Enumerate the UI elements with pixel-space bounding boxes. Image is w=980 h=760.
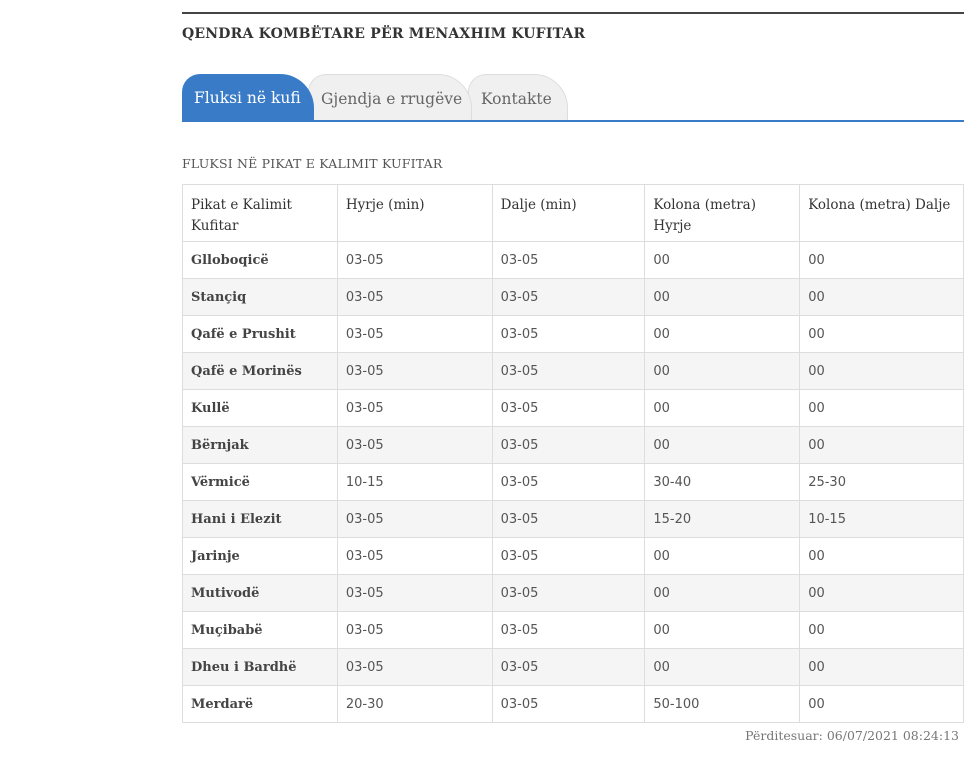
- crossing-point-name: Bërnjak: [182, 426, 338, 464]
- page-title: QENDRA KOMBËTARE PËR MENAXHIM KUFITAR: [182, 26, 586, 42]
- table-cell: 00: [799, 241, 964, 279]
- table-cell: 03-05: [336, 241, 493, 279]
- table-cell: 03-05: [491, 685, 646, 723]
- table-row: Mutivodë 03-05 03-05 00 00: [182, 574, 964, 612]
- table-cell: 30-40: [644, 463, 801, 501]
- column-header: Kolona (metra) Hyrje: [644, 184, 801, 242]
- tab-kontakte[interactable]: Kontakte: [468, 74, 568, 120]
- table-row: Jarinje 03-05 03-05 00 00: [182, 537, 964, 575]
- table-row: Qafë e Morinës 03-05 03-05 00 00: [182, 352, 964, 390]
- table-cell: 00: [799, 574, 964, 612]
- table-cell: 03-05: [491, 611, 646, 649]
- tab-bar: Fluksi në kufi Gjendja e rrugëve Kontakt…: [182, 74, 964, 122]
- crossing-point-name: Stançiq: [182, 278, 338, 316]
- table-cell: 00: [644, 426, 801, 464]
- table-cell: 03-05: [491, 500, 646, 538]
- table-cell: 00: [644, 611, 801, 649]
- section-title: FLUKSI NË PIKAT E KALIMIT KUFITAR: [182, 156, 443, 171]
- last-updated-text: Përditesuar: 06/07/2021 08:24:13: [745, 728, 959, 743]
- table-cell: 00: [799, 315, 964, 353]
- table-cell: 00: [799, 278, 964, 316]
- table-cell: 50-100: [644, 685, 801, 723]
- table-cell: 03-05: [491, 537, 646, 575]
- table-cell: 00: [644, 278, 801, 316]
- table-cell: 00: [799, 537, 964, 575]
- table-cell: 03-05: [336, 500, 493, 538]
- table-cell: 00: [644, 574, 801, 612]
- table-row: Kullë 03-05 03-05 00 00: [182, 389, 964, 427]
- table-cell: 03-05: [491, 278, 646, 316]
- table-cell: 00: [799, 685, 964, 723]
- table-row: Bërnjak 03-05 03-05 00 00: [182, 426, 964, 464]
- table-cell: 03-05: [491, 352, 646, 390]
- column-header: Pikat e Kalimit Kufitar: [182, 184, 338, 242]
- table-cell: 03-05: [491, 241, 646, 279]
- table-cell: 00: [799, 389, 964, 427]
- table-cell: 10-15: [799, 500, 964, 538]
- table-row: Muçibabë 03-05 03-05 00 00: [182, 611, 964, 649]
- table-cell: 03-05: [336, 574, 493, 612]
- table-cell: 03-05: [336, 648, 493, 686]
- crossing-point-name: Qafë e Morinës: [182, 352, 338, 390]
- crossing-point-name: Hani i Elezit: [182, 500, 338, 538]
- crossing-point-name: Glloboqicë: [182, 241, 338, 279]
- crossing-point-name: Muçibabë: [182, 611, 338, 649]
- crossing-point-name: Jarinje: [182, 537, 338, 575]
- crossing-point-name: Merdarë: [182, 685, 338, 723]
- table-row: Dheu i Bardhë 03-05 03-05 00 00: [182, 648, 964, 686]
- table-row: Stançiq 03-05 03-05 00 00: [182, 278, 964, 316]
- column-header: Hyrje (min): [336, 184, 493, 242]
- table-cell: 00: [799, 426, 964, 464]
- top-divider: [182, 12, 964, 14]
- table-cell: 03-05: [491, 648, 646, 686]
- table-cell: 03-05: [336, 611, 493, 649]
- table-header-row: Pikat e Kalimit Kufitar Hyrje (min) Dalj…: [182, 184, 964, 242]
- table-cell: 03-05: [336, 278, 493, 316]
- table-row: Vërmicë 10-15 03-05 30-40 25-30: [182, 463, 964, 501]
- column-header: Dalje (min): [491, 184, 646, 242]
- table-body: Glloboqicë 03-05 03-05 00 00 Stançiq 03-05 03-0…: [182, 241, 964, 723]
- table-cell: 00: [644, 389, 801, 427]
- table-cell: 00: [644, 315, 801, 353]
- column-header: Kolona (metra) Dalje: [799, 184, 964, 242]
- table-cell: 00: [644, 537, 801, 575]
- table-cell: 00: [799, 611, 964, 649]
- table-cell: 03-05: [491, 574, 646, 612]
- table-cell: 03-05: [336, 352, 493, 390]
- crossing-point-name: Kullë: [182, 389, 338, 427]
- tab-fluksi-ne-kufi[interactable]: Fluksi në kufi: [182, 74, 314, 120]
- border-flux-table: Pikat e Kalimit Kufitar Hyrje (min) Dalj…: [182, 184, 964, 723]
- table-cell: 03-05: [336, 315, 493, 353]
- table-cell: 00: [799, 352, 964, 390]
- table-cell: 03-05: [491, 463, 646, 501]
- crossing-point-name: Dheu i Bardhë: [182, 648, 338, 686]
- table-cell: 25-30: [799, 463, 964, 501]
- table-cell: 15-20: [644, 500, 801, 538]
- tab-gjendja-e-rrugeve[interactable]: Gjendja e rrugëve: [308, 74, 472, 120]
- table-cell: 00: [644, 648, 801, 686]
- table-cell: 10-15: [336, 463, 493, 501]
- tab-underline: [182, 120, 964, 122]
- table-row: Glloboqicë 03-05 03-05 00 00: [182, 241, 964, 279]
- table-row: Hani i Elezit 03-05 03-05 15-20 10-15: [182, 500, 964, 538]
- crossing-point-name: Mutivodë: [182, 574, 338, 612]
- crossing-point-name: Qafë e Prushit: [182, 315, 338, 353]
- crossing-point-name: Vërmicë: [182, 463, 338, 501]
- table-cell: 03-05: [491, 426, 646, 464]
- table-cell: 00: [799, 648, 964, 686]
- table-row: Qafë e Prushit 03-05 03-05 00 00: [182, 315, 964, 353]
- table-row: Merdarë 20-30 03-05 50-100 00: [182, 685, 964, 723]
- table-cell: 03-05: [336, 426, 493, 464]
- table-cell: 03-05: [336, 537, 493, 575]
- table-cell: 03-05: [336, 389, 493, 427]
- table-cell: 03-05: [491, 389, 646, 427]
- table-cell: 00: [644, 241, 801, 279]
- table-cell: 00: [644, 352, 801, 390]
- table-cell: 20-30: [336, 685, 493, 723]
- table-cell: 03-05: [491, 315, 646, 353]
